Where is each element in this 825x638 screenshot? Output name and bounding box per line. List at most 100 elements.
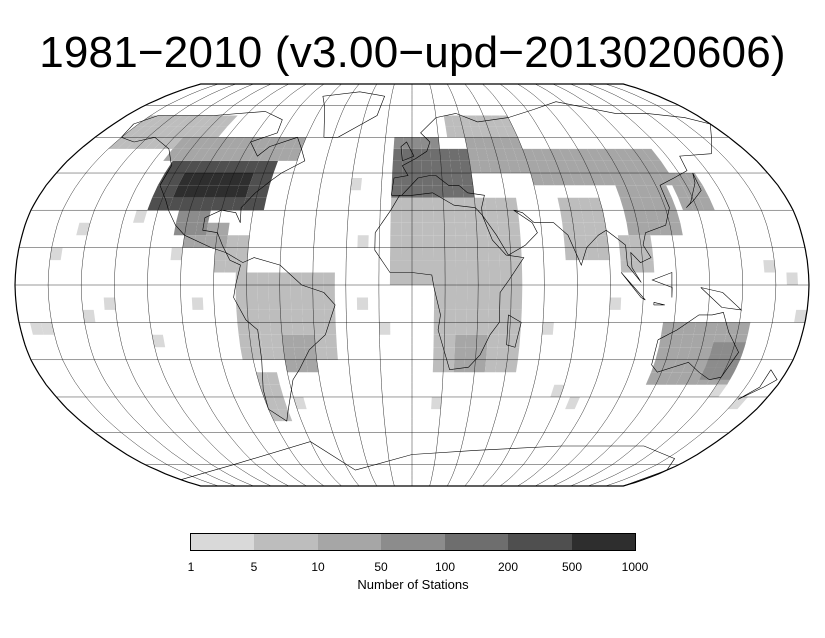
station-cell xyxy=(577,148,594,161)
station-cell xyxy=(191,137,210,149)
station-cell xyxy=(495,197,508,211)
station-cell xyxy=(510,247,522,261)
station-cell xyxy=(209,126,228,138)
station-cell xyxy=(208,173,225,186)
station-cell xyxy=(622,160,640,173)
station-cell xyxy=(433,210,445,223)
station-cell xyxy=(312,272,324,285)
station-cell xyxy=(565,160,580,173)
station-cell xyxy=(156,126,178,138)
station-cell xyxy=(477,235,489,248)
station-cell xyxy=(563,235,576,248)
station-cell xyxy=(693,322,707,335)
station-cell xyxy=(271,334,284,348)
station-cell xyxy=(478,272,490,285)
station-cell xyxy=(133,210,148,223)
station-cell xyxy=(244,160,259,173)
station-cell xyxy=(508,137,523,149)
station-cell xyxy=(444,334,456,348)
station-cell xyxy=(715,322,729,335)
station-cell xyxy=(708,384,728,397)
station-cell xyxy=(434,260,445,273)
station-cell xyxy=(312,297,325,310)
coastline xyxy=(322,91,386,138)
station-cell xyxy=(139,126,161,138)
station-cell xyxy=(302,309,314,323)
station-cell xyxy=(268,148,284,161)
station-cell xyxy=(511,285,523,298)
station-cell xyxy=(614,148,633,161)
station-cell xyxy=(596,148,613,161)
station-cell xyxy=(421,160,432,173)
station-cell xyxy=(641,247,654,261)
station-cell xyxy=(82,309,96,323)
station-cell xyxy=(236,247,249,261)
station-cell xyxy=(709,367,727,380)
station-cell xyxy=(206,222,219,236)
station-cell xyxy=(500,272,512,285)
legend-swatch-500-1000 xyxy=(571,534,635,550)
station-cell xyxy=(431,160,442,173)
station-cell xyxy=(500,137,514,149)
station-cell xyxy=(163,137,183,149)
coastline xyxy=(374,192,525,371)
station-cell xyxy=(422,222,434,236)
station-cell xyxy=(295,359,308,373)
station-cell xyxy=(688,197,705,211)
station-cell xyxy=(613,160,630,173)
station-cell xyxy=(644,210,659,223)
station-cell xyxy=(477,309,489,323)
station-cell xyxy=(715,354,732,368)
station-cell xyxy=(619,197,635,211)
station-cell xyxy=(570,210,584,223)
station-cell xyxy=(666,347,681,360)
station-cell xyxy=(676,372,693,385)
station-cell xyxy=(221,197,236,211)
station-cell xyxy=(498,160,511,173)
station-cell xyxy=(445,126,456,138)
station-cell xyxy=(464,137,477,149)
station-cell xyxy=(550,384,565,397)
station-cell xyxy=(421,173,433,186)
station-cell xyxy=(691,334,705,348)
legend-tick: 50 xyxy=(374,560,388,574)
station-cell xyxy=(103,297,116,310)
station-cell xyxy=(168,173,185,186)
station-cell xyxy=(152,334,166,348)
station-cell xyxy=(422,185,433,198)
station-cell xyxy=(658,222,672,236)
station-cell xyxy=(454,222,467,236)
station-cell xyxy=(412,260,423,273)
station-cell xyxy=(177,115,198,127)
station-cell xyxy=(578,197,592,211)
station-cell xyxy=(642,148,661,161)
station-cell xyxy=(619,173,636,186)
station-cell xyxy=(312,285,324,298)
station-cell xyxy=(257,272,269,285)
station-cell xyxy=(121,126,144,138)
station-cell xyxy=(461,173,473,186)
station-cell xyxy=(585,235,598,248)
legend-tick: 100 xyxy=(434,560,456,574)
station-cell xyxy=(272,347,285,360)
station-cell xyxy=(454,210,466,223)
station-cell xyxy=(326,347,338,360)
station-cell xyxy=(412,235,423,248)
station-cell xyxy=(165,126,186,138)
station-cell xyxy=(170,247,183,261)
station-cell xyxy=(794,309,808,323)
station-cell xyxy=(592,210,606,223)
station-cell xyxy=(213,260,226,273)
station-cell xyxy=(210,197,225,211)
station-cell xyxy=(482,137,495,149)
station-cell xyxy=(444,247,456,261)
station-cell xyxy=(580,173,595,186)
station-cell xyxy=(704,322,718,335)
station-cell xyxy=(273,137,289,149)
station-cell xyxy=(444,235,456,248)
station-cell xyxy=(224,185,240,198)
station-cell xyxy=(194,160,211,173)
station-cell xyxy=(496,210,509,223)
station-cell xyxy=(232,197,246,211)
station-cell xyxy=(323,285,335,298)
